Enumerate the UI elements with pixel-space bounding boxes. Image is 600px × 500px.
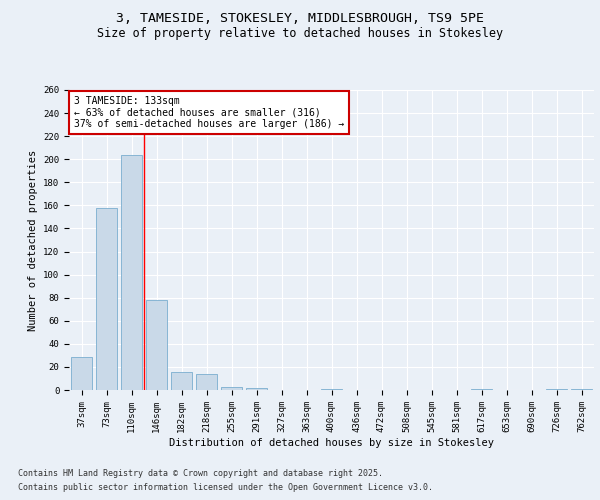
Text: 3, TAMESIDE, STOKESLEY, MIDDLESBROUGH, TS9 5PE: 3, TAMESIDE, STOKESLEY, MIDDLESBROUGH, T… <box>116 12 484 26</box>
Bar <box>471 389 492 390</box>
Bar <box>321 389 342 390</box>
Bar <box>146 300 167 390</box>
Text: Size of property relative to detached houses in Stokesley: Size of property relative to detached ho… <box>97 28 503 40</box>
Bar <box>546 389 567 390</box>
Bar <box>196 374 217 390</box>
Bar <box>71 356 92 390</box>
Text: Contains public sector information licensed under the Open Government Licence v3: Contains public sector information licen… <box>18 484 433 492</box>
Bar <box>171 372 192 390</box>
Bar <box>221 386 242 390</box>
Text: 3 TAMESIDE: 133sqm
← 63% of detached houses are smaller (316)
37% of semi-detach: 3 TAMESIDE: 133sqm ← 63% of detached hou… <box>74 96 344 129</box>
Text: Contains HM Land Registry data © Crown copyright and database right 2025.: Contains HM Land Registry data © Crown c… <box>18 468 383 477</box>
Y-axis label: Number of detached properties: Number of detached properties <box>28 150 38 330</box>
Bar <box>571 389 592 390</box>
X-axis label: Distribution of detached houses by size in Stokesley: Distribution of detached houses by size … <box>169 438 494 448</box>
Bar <box>246 388 267 390</box>
Bar <box>96 208 117 390</box>
Bar <box>121 154 142 390</box>
